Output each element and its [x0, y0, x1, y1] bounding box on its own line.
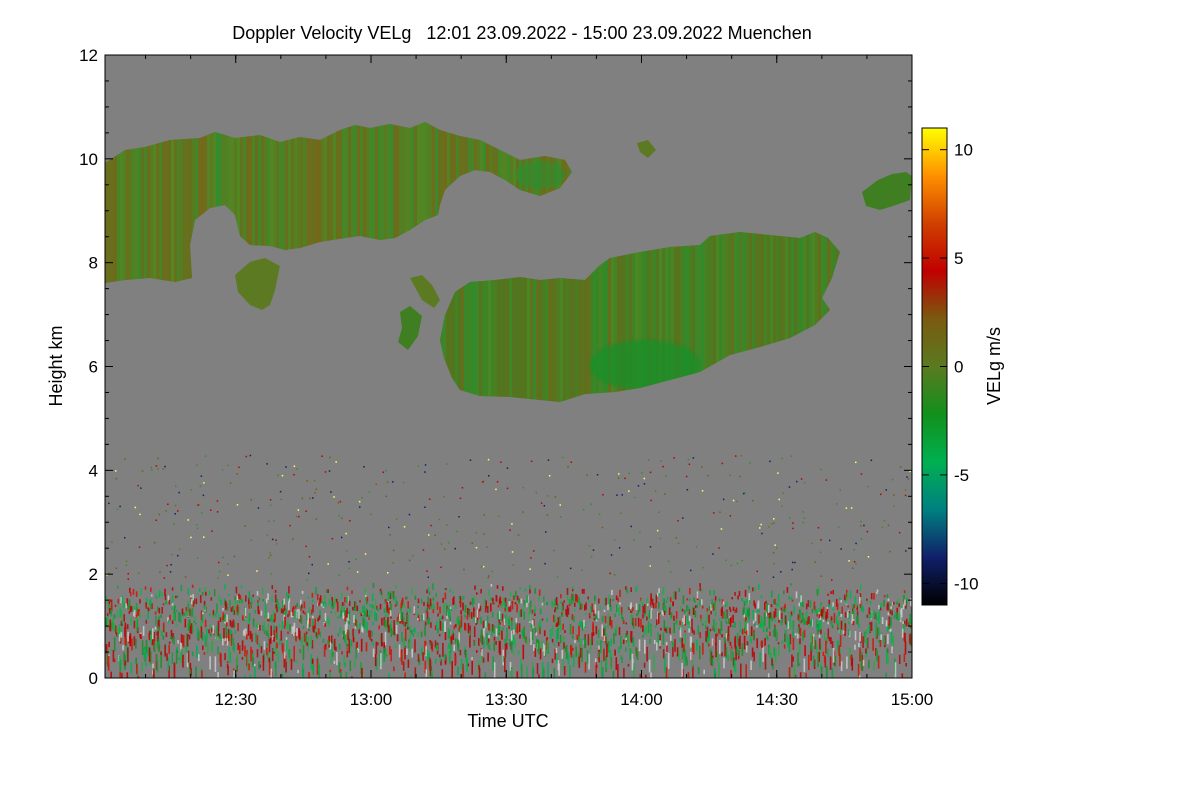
y-tick-label: 12 [79, 46, 98, 65]
x-axis: 12:30 13:00 13:30 14:00 14:30 15:00 [145, 55, 934, 709]
x-tick-label: 13:30 [485, 690, 528, 709]
y-axis: 0 2 4 6 8 10 12 [79, 46, 912, 688]
colorbar-ticks: 10 5 0 -5 -10 [922, 141, 979, 593]
x-tick-label: 14:30 [755, 690, 798, 709]
y-tick-label: 4 [89, 461, 98, 480]
boundary-layer-region [105, 582, 912, 678]
y-axis-label: Height km [46, 325, 66, 406]
chart-title: Doppler Velocity VELg 12:01 23.09.2022 -… [232, 23, 811, 43]
tiny-cloud-fragment [637, 140, 656, 158]
y-tick-label: 8 [89, 254, 98, 273]
colorbar-tick-label: -5 [954, 466, 969, 485]
colorbar: 10 5 0 -5 -10 VELg m/s [921, 127, 1004, 606]
x-tick-label: 15:00 [891, 690, 934, 709]
mid-cloud-fragment [398, 306, 422, 350]
y-tick-label: 2 [89, 565, 98, 584]
plot-content [105, 122, 912, 678]
x-tick-label: 13:00 [350, 690, 393, 709]
small-cloud-fragment [410, 275, 440, 308]
upper-right-cloud-fragment [862, 172, 912, 210]
upper-cloud-tail [235, 258, 280, 310]
y-tick-label: 6 [89, 358, 98, 377]
x-axis-label: Time UTC [467, 711, 548, 731]
x-tick-label: 14:00 [620, 690, 663, 709]
colorbar-tick-label: 0 [954, 358, 963, 377]
y-tick-label: 10 [79, 150, 98, 169]
x-tick-label: 12:30 [214, 690, 257, 709]
y-tick-label: 0 [89, 669, 98, 688]
noise-speckles [106, 454, 912, 581]
colorbar-tick-label: 5 [954, 249, 963, 268]
colorbar-tick-label: 10 [954, 141, 973, 160]
colorbar-tick-label: -10 [954, 574, 979, 593]
colorbar-label: VELg m/s [984, 327, 1004, 405]
cloud-texture [105, 122, 840, 402]
